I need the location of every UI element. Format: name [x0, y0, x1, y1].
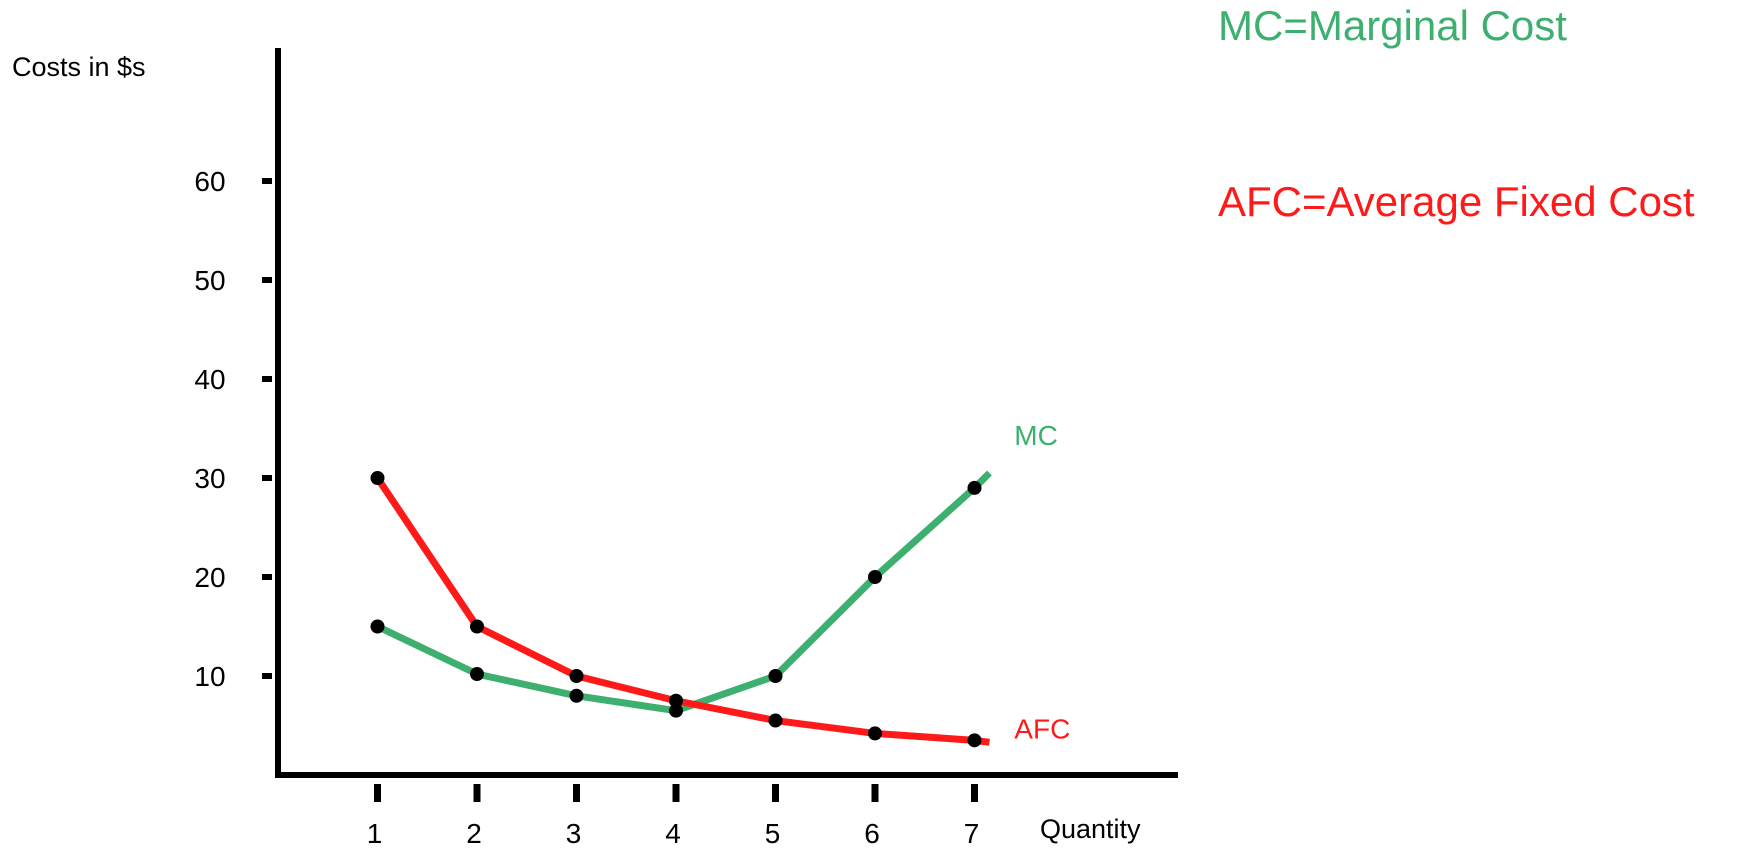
mc-point-5 — [769, 669, 783, 683]
mc-point-2 — [470, 667, 484, 681]
y-tick-label-10: 10 — [194, 661, 225, 692]
afc-point-7 — [968, 733, 982, 747]
afc-point-5 — [769, 714, 783, 728]
x-tick-label-3: 3 — [566, 818, 582, 848]
x-tick-label-5: 5 — [765, 818, 781, 848]
mc-point-6 — [868, 570, 882, 584]
y-tick-label-30: 30 — [194, 463, 225, 494]
afc-point-1 — [371, 471, 385, 485]
x-axis-title: Quantity — [1040, 814, 1141, 844]
x-tick-label-6: 6 — [864, 818, 880, 848]
afc-curve — [378, 478, 990, 742]
mc-point-3 — [570, 689, 584, 703]
y-tick-label-50: 50 — [194, 265, 225, 296]
afc-point-3 — [570, 669, 584, 683]
x-tick-label-2: 2 — [466, 818, 482, 848]
x-tick-label-4: 4 — [665, 818, 681, 848]
y-axis-title: Costs in $s — [12, 52, 146, 82]
mc-point-7 — [968, 481, 982, 495]
x-tick-label-1: 1 — [367, 818, 383, 848]
y-tick-label-40: 40 — [194, 364, 225, 395]
mc-curve — [378, 473, 990, 711]
mc-series-label: MC — [1014, 420, 1058, 451]
afc-point-6 — [868, 726, 882, 740]
afc-point-2 — [470, 620, 484, 634]
afc-series-label: AFC — [1014, 713, 1070, 744]
afc-point-4 — [669, 694, 683, 708]
y-tick-label-60: 60 — [194, 166, 225, 197]
x-tick-label-7: 7 — [964, 818, 980, 848]
y-tick-label-20: 20 — [194, 562, 225, 593]
mc-point-1 — [371, 620, 385, 634]
